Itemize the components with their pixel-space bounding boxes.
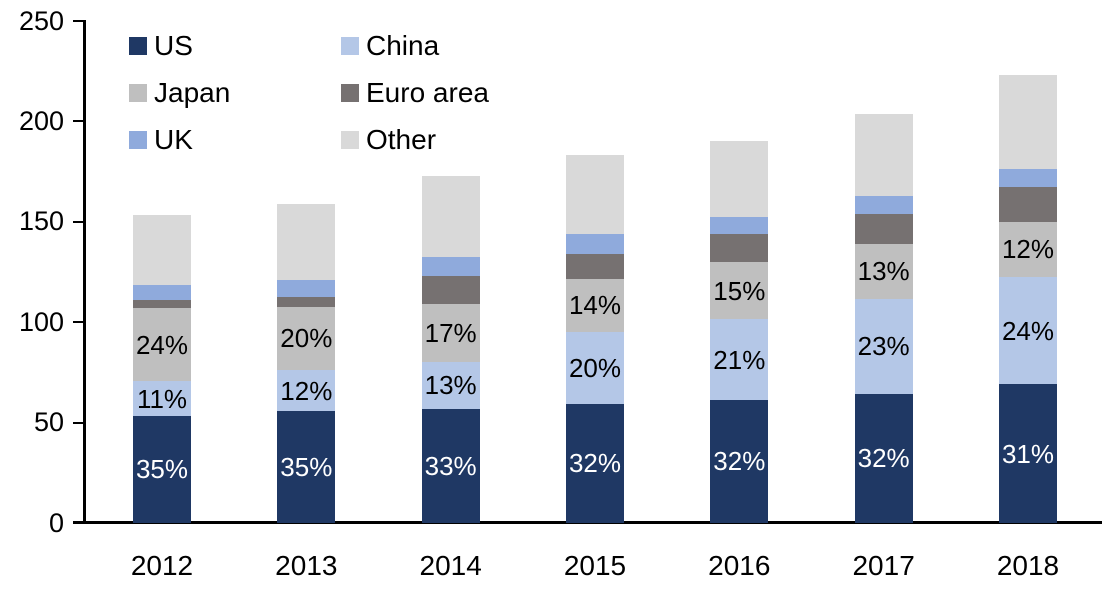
legend-swatch-us-icon	[129, 36, 147, 55]
bar-segment-us-2018	[998, 384, 1057, 523]
bar-segment-us-2016	[710, 399, 769, 523]
legend-swatch-euro-area-icon	[341, 83, 359, 102]
bar-segment-japan-2012	[133, 308, 191, 382]
bar-segment-euro-area-2012	[133, 299, 191, 309]
bar-segment-japan-2017	[854, 244, 913, 299]
y-axis-label: 250	[18, 5, 64, 36]
bar-2013: 35% 12% 20%	[277, 203, 336, 523]
bar-segment-euro-area-2014	[421, 275, 480, 304]
bar-segment-other-2017	[854, 113, 913, 197]
y-tick-50	[73, 421, 84, 424]
legend-item-uk: UK	[129, 116, 341, 163]
bar-segment-euro-area-2017	[854, 213, 913, 245]
bar-segment-other-2018	[998, 75, 1057, 169]
bar-2015: 32% 20% 14%	[565, 154, 624, 523]
bar-2012: 35% 11% 24%	[133, 214, 191, 523]
bar-segment-china-2016	[710, 319, 769, 400]
legend-item-us: US	[129, 22, 341, 69]
legend-swatch-china-icon	[341, 36, 359, 55]
x-axis-label-2017: 2017	[852, 550, 915, 581]
x-axis-label-2012: 2012	[130, 550, 194, 581]
bar-segment-uk-2013	[277, 280, 336, 297]
bar-segment-us-2012	[133, 415, 191, 523]
bar-segment-japan-2018	[998, 221, 1057, 278]
bar-segment-japan-2015	[565, 279, 624, 332]
bar-segment-uk-2018	[998, 168, 1057, 187]
bar-segment-euro-area-2016	[710, 234, 769, 262]
bar-segment-china-2014	[421, 361, 480, 409]
y-axis-line	[83, 20, 86, 524]
bar-segment-china-2013	[277, 370, 336, 412]
bar-segment-other-2014	[421, 176, 480, 258]
y-axis-label: 150	[18, 206, 64, 237]
legend-label-japan: Japan	[154, 76, 231, 108]
x-axis-label-2016: 2016	[708, 550, 771, 581]
bar-segment-us-2014	[421, 408, 480, 523]
legend-label-china: China	[366, 29, 440, 61]
legend-label-other: Other	[366, 123, 437, 155]
legend-item-euro-area: Euro area	[341, 69, 489, 116]
bar-2014: 33% 13% 17%	[421, 176, 480, 523]
bar-segment-uk-2016	[710, 216, 769, 235]
bar-segment-uk-2017	[854, 196, 913, 214]
bar-segment-us-2017	[854, 393, 913, 523]
y-tick-200	[73, 120, 84, 123]
y-axis-label: 100	[18, 306, 64, 337]
legend: US China Japan Euro area UK Other	[129, 22, 489, 163]
y-tick-150	[73, 220, 84, 223]
y-axis-label: 50	[33, 407, 64, 438]
x-axis-label-2013: 2013	[275, 550, 338, 581]
bar-segment-euro-area-2013	[277, 296, 336, 307]
bar-segment-euro-area-2018	[998, 186, 1057, 222]
bar-segment-us-2015	[565, 403, 624, 523]
bar-segment-china-2017	[854, 298, 913, 394]
legend-item-china: China	[341, 22, 489, 69]
y-axis-label: 0	[48, 507, 64, 538]
bar-segment-china-2018	[998, 277, 1057, 385]
bar-segment-uk-2015	[565, 234, 624, 254]
legend-item-other: Other	[341, 116, 489, 163]
bar-segment-us-2013	[277, 411, 336, 523]
legend-swatch-uk-icon	[129, 130, 147, 149]
bar-segment-other-2016	[710, 141, 769, 217]
bar-segment-other-2012	[133, 214, 191, 286]
x-axis-label-2018: 2018	[996, 550, 1060, 581]
bar-segment-japan-2016	[710, 261, 769, 320]
x-axis-label-2014: 2014	[419, 550, 482, 581]
bar-segment-other-2015	[565, 154, 624, 235]
bar-2017: 32% 23% 13%	[854, 113, 913, 523]
legend-label-us: US	[154, 29, 193, 61]
legend-label-euro-area: Euro area	[366, 76, 489, 108]
y-tick-0	[73, 522, 84, 524]
bar-segment-euro-area-2015	[565, 253, 624, 280]
legend-item-japan: Japan	[129, 69, 341, 116]
bar-2018: 31% 24% 12%	[998, 75, 1057, 523]
bar-segment-uk-2014	[421, 257, 480, 276]
y-tick-100	[73, 321, 84, 324]
x-axis-label-2015: 2015	[563, 550, 627, 581]
bar-segment-japan-2014	[421, 303, 480, 362]
legend-swatch-japan-icon	[129, 83, 147, 102]
bar-segment-other-2013	[277, 203, 336, 281]
legend-label-uk: UK	[154, 123, 193, 155]
bar-segment-japan-2013	[277, 306, 336, 370]
bar-segment-china-2012	[133, 381, 191, 416]
y-axis-label: 200	[18, 105, 64, 136]
y-tick-250	[73, 20, 84, 22]
legend-swatch-other-icon	[341, 130, 359, 149]
bar-segment-uk-2012	[133, 285, 191, 300]
bar-2016: 32% 21% 15%	[710, 141, 769, 523]
bar-segment-china-2015	[565, 331, 624, 404]
